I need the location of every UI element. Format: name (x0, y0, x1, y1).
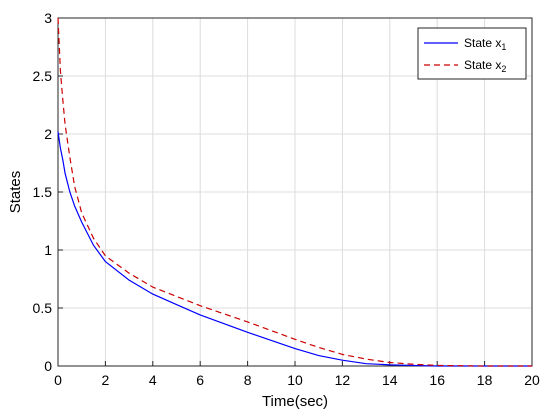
y-tick-label: 0.5 (33, 300, 53, 316)
x-tick-label: 18 (477, 372, 493, 388)
x-tick-label: 20 (524, 372, 540, 388)
x-tick-label: 0 (54, 372, 62, 388)
legend-entry-state-x2: State x2 (464, 58, 506, 74)
legend-entry-state-x1: State x1 (464, 36, 506, 52)
x-tick-label: 16 (429, 372, 445, 388)
axis-ticks: 0 2 4 6 8 10 12 14 16 18 20 0 0.5 1 1.5 2 2.5 3 (33, 10, 540, 388)
y-tick-label: 2 (44, 126, 52, 142)
x-tick-label: 4 (149, 372, 157, 388)
y-tick-label: 1.5 (33, 184, 53, 200)
y-tick-label: 2.5 (33, 68, 53, 84)
y-tick-label: 1 (44, 242, 52, 258)
y-axis-label: States (7, 171, 24, 214)
x-tick-label: 12 (335, 372, 351, 388)
series-layer (57, 17, 532, 367)
series-line-2 (57, 17, 532, 367)
x-tick-label: 6 (196, 372, 204, 388)
x-tick-label: 2 (102, 372, 110, 388)
y-tick-label: 3 (44, 10, 52, 26)
y-tick-label: 0 (44, 358, 52, 374)
series-line-1 (57, 131, 532, 367)
x-tick-label: 8 (244, 372, 252, 388)
x-axis-label: Time(sec) (262, 393, 328, 410)
x-tick-label: 10 (287, 372, 303, 388)
legend-box (417, 27, 527, 80)
legend: State x1 State x2 (417, 27, 527, 80)
x-tick-label: 14 (382, 372, 398, 388)
